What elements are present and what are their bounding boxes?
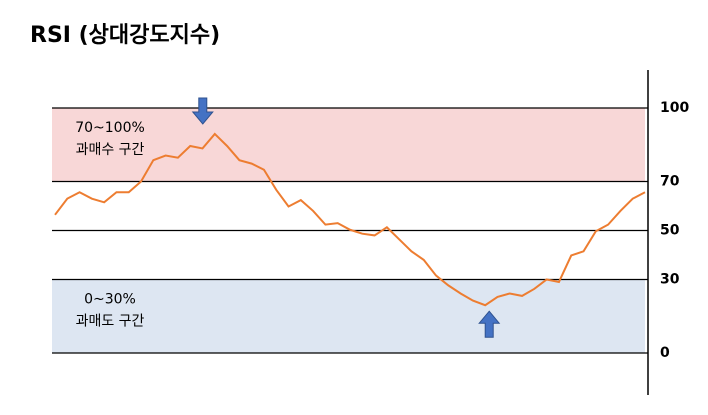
zone-label: 과매수 구간 bbox=[76, 142, 145, 158]
y-tick-label: 100 bbox=[660, 100, 689, 116]
down-arrow bbox=[191, 97, 214, 125]
zone-band bbox=[52, 279, 645, 353]
chart-title: RSI (상대강도지수) bbox=[30, 23, 220, 48]
y-tick-label: 70 bbox=[660, 174, 680, 190]
y-tick-label: 0 bbox=[660, 345, 670, 361]
zone-label: 0~30% bbox=[84, 292, 136, 308]
rsi-line bbox=[54, 132, 646, 307]
y-tick-label: 50 bbox=[660, 223, 680, 239]
zones: 70~100% 과매수 구간 0~30% 과매도 구간 bbox=[52, 108, 645, 353]
zone-band bbox=[52, 108, 645, 182]
up-arrow bbox=[478, 310, 501, 338]
y-tick-label: 30 bbox=[660, 272, 680, 288]
zone-label: 70~100% bbox=[75, 120, 145, 136]
zone-label: 과매도 구간 bbox=[76, 314, 145, 330]
